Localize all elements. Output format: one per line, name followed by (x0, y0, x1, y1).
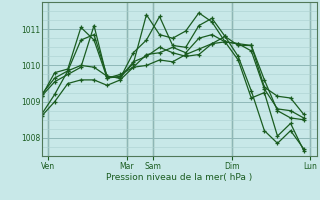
X-axis label: Pression niveau de la mer( hPa ): Pression niveau de la mer( hPa ) (106, 173, 252, 182)
